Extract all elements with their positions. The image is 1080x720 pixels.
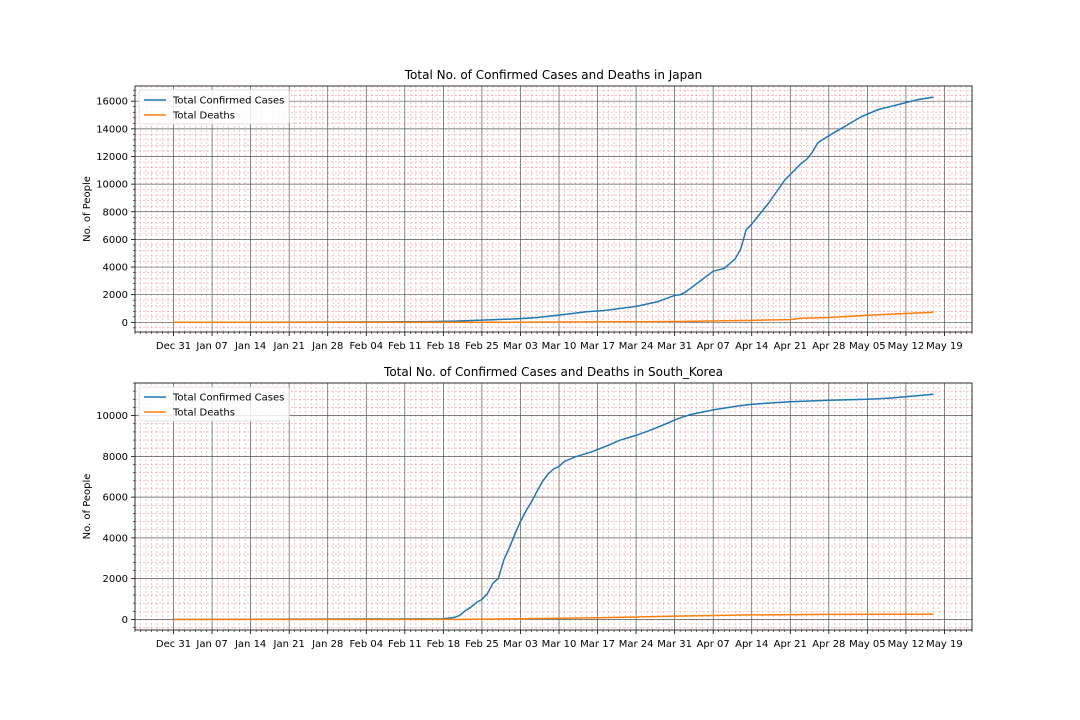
series-lines [173, 96, 934, 324]
series-lines [173, 393, 934, 621]
y-tick-label: 8000 [103, 207, 128, 218]
x-tick-label: Feb 25 [465, 341, 499, 352]
x-tick-label: Apr 14 [735, 341, 768, 352]
y-tick-label: 10000 [96, 180, 128, 191]
y-tick-label: 4000 [103, 263, 128, 274]
y-tick-label: 10000 [96, 411, 128, 422]
x-tick-label: Mar 17 [580, 341, 615, 352]
chart-title: Total No. of Confirmed Cases and Deaths … [383, 365, 723, 379]
x-tick-label: Feb 18 [427, 341, 461, 352]
x-tick-label: Mar 10 [542, 341, 577, 352]
x-tick-label: Mar 17 [580, 639, 615, 650]
x-tick-label: Jan 14 [234, 341, 266, 352]
x-tick-label: May 19 [926, 639, 963, 650]
grid [134, 86, 973, 332]
x-tick-label: Feb 04 [349, 639, 383, 650]
x-tick-label: Apr 07 [697, 341, 730, 352]
x-tick-label: Apr 28 [812, 341, 845, 352]
x-tick-label: Feb 18 [427, 639, 461, 650]
x-tick-label: Apr 21 [774, 341, 807, 352]
y-tick-label: 0 [122, 615, 128, 626]
x-tick-label: Feb 25 [465, 639, 499, 650]
x-tick-label: Mar 03 [503, 341, 538, 352]
y-tick-label: 16000 [96, 97, 128, 108]
y-axis: 0 2000 4000 6000 8000 10000 [96, 382, 135, 628]
x-tick-label: Jan 21 [273, 341, 305, 352]
x-tick-label: Jan 14 [234, 639, 266, 650]
y-tick-label: 8000 [103, 452, 128, 463]
x-tick-label: Apr 21 [774, 639, 807, 650]
x-tick-label: May 12 [888, 341, 925, 352]
series-line-deaths [173, 311, 934, 324]
y-tick-label: 6000 [103, 235, 128, 246]
legend-label-confirmed-cases: Total Confirmed Cases [172, 393, 284, 404]
legend-box [138, 386, 290, 422]
chart-title: Total No. of Confirmed Cases and Deaths … [404, 68, 702, 82]
y-axis-label: No. of People [82, 474, 93, 540]
x-tick-label: Mar 24 [619, 341, 654, 352]
x-tick-label: Jan 07 [195, 639, 227, 650]
x-tick-label: Dec 31 [156, 341, 191, 352]
series-line-confirmed-cases [173, 393, 934, 621]
legend-label-confirmed-cases: Total Confirmed Cases [172, 96, 284, 107]
y-tick-label: 12000 [96, 152, 128, 163]
x-tick-label: Feb 11 [388, 639, 422, 650]
x-tick-label: Apr 14 [735, 639, 768, 650]
x-tick-label: May 05 [849, 639, 886, 650]
y-tick-label: 2000 [103, 290, 128, 301]
chart-1: Dec 31 Jan 07 Jan 14 Jan 21 Jan 28 Feb 04 Feb … [82, 68, 973, 352]
x-tick-label: Mar 31 [657, 341, 692, 352]
y-tick-label: 2000 [103, 574, 128, 585]
x-tick-label: Jan 28 [311, 341, 343, 352]
x-tick-label: Mar 31 [657, 639, 692, 650]
x-tick-label: Jan 28 [311, 639, 343, 650]
x-tick-label: May 12 [888, 639, 925, 650]
series-line-deaths [173, 613, 934, 621]
x-tick-label: May 19 [926, 341, 963, 352]
x-axis: Dec 31 Jan 07 Jan 14 Jan 21 Jan 28 Feb 04 Feb … [134, 332, 973, 352]
x-tick-label: Jan 21 [273, 639, 305, 650]
x-tick-label: May 05 [849, 341, 886, 352]
x-tick-label: Feb 11 [388, 341, 422, 352]
y-axis-label: No. of People [82, 176, 93, 242]
x-tick-label: Jan 07 [195, 341, 227, 352]
legend: Total Confirmed Cases Total Deaths [138, 386, 290, 422]
x-tick-label: Apr 07 [697, 639, 730, 650]
legend: Total Confirmed Cases Total Deaths [138, 89, 290, 125]
legend-label-deaths: Total Deaths [172, 408, 235, 419]
y-axis: 0 2000 4000 6000 8000 10000 12000 14000 16000 [96, 89, 135, 329]
x-tick-label: Dec 31 [156, 639, 191, 650]
y-tick-label: 0 [122, 318, 128, 329]
chart-2: Dec 31 Jan 07 Jan 14 Jan 21 Jan 28 Feb 04 Feb … [82, 365, 973, 650]
x-tick-label: Mar 24 [619, 639, 654, 650]
x-axis: Dec 31 Jan 07 Jan 14 Jan 21 Jan 28 Feb 04 Feb … [134, 630, 973, 650]
legend-box [138, 89, 290, 125]
legend-label-deaths: Total Deaths [172, 111, 235, 122]
x-tick-label: Apr 28 [812, 639, 845, 650]
y-tick-label: 4000 [103, 533, 128, 544]
x-tick-label: Feb 04 [349, 341, 383, 352]
series-line-confirmed-cases [173, 96, 934, 324]
x-tick-label: Mar 10 [542, 639, 577, 650]
grid [134, 382, 973, 630]
x-tick-label: Mar 03 [503, 639, 538, 650]
y-tick-label: 14000 [96, 124, 128, 135]
y-tick-label: 6000 [103, 493, 128, 504]
